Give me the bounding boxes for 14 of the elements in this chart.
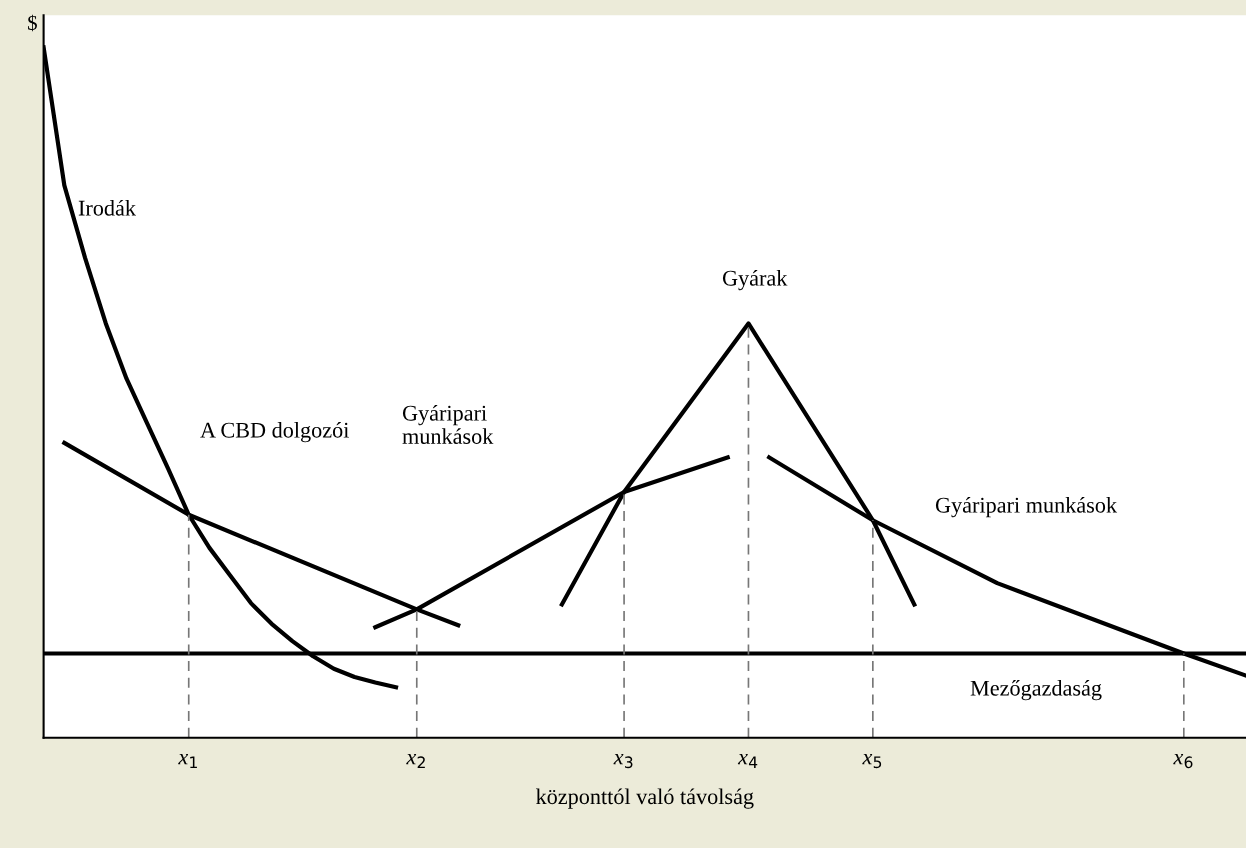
x-tick-label: x$_{6}$ [1173, 754, 1193, 769]
annotation: A CBD dolgozói [200, 422, 349, 443]
x-tick-label: x$_{3}$ [613, 754, 633, 769]
annotation: Gyáripari munkások [935, 497, 1118, 518]
x-tick-label: x$_{4}$ [737, 754, 758, 768]
x-tick-label: x$_{1}$ [178, 754, 197, 768]
y-axis-title: $ [28, 14, 37, 32]
annotation: Irodák [78, 199, 136, 216]
annotation: Mezőgazdaság [970, 680, 1102, 701]
annotation: Gyárak [722, 270, 788, 291]
x-tick-label: x$_{5}$ [862, 754, 882, 769]
x-axis-title: központtól való távolság [535, 788, 754, 809]
annotation: Gyáripari munkások [402, 405, 494, 444]
x-tick-label: x$_{2}$ [406, 754, 425, 768]
